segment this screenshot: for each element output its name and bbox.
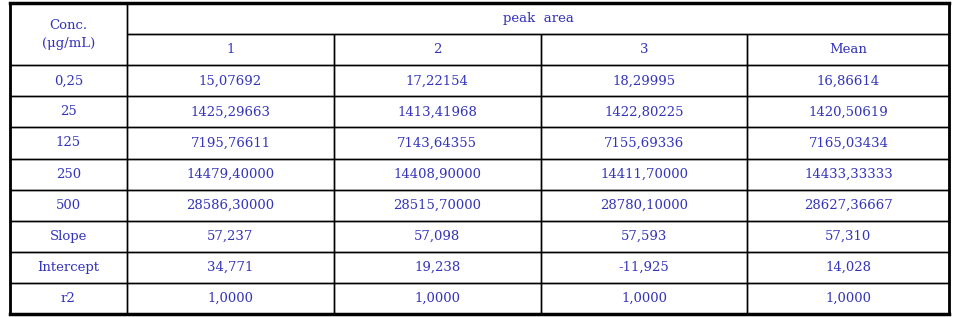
Text: 25: 25: [60, 105, 77, 119]
Text: 57,098: 57,098: [414, 230, 460, 243]
Text: 14433,33333: 14433,33333: [804, 167, 893, 181]
Text: 7143,64355: 7143,64355: [397, 136, 478, 150]
Text: 57,593: 57,593: [620, 230, 667, 243]
Text: Intercept: Intercept: [37, 261, 100, 274]
Text: 1422,80225: 1422,80225: [604, 105, 684, 119]
Text: 28627,36667: 28627,36667: [804, 198, 893, 212]
Text: 250: 250: [56, 167, 81, 181]
Text: 14479,40000: 14479,40000: [186, 167, 274, 181]
Text: 1425,29663: 1425,29663: [191, 105, 270, 119]
Text: r2: r2: [61, 292, 76, 305]
Text: 500: 500: [56, 198, 81, 212]
Text: 34,771: 34,771: [207, 261, 253, 274]
Text: -11,925: -11,925: [619, 261, 669, 274]
Text: 18,29995: 18,29995: [613, 74, 675, 87]
Text: 1,0000: 1,0000: [621, 292, 667, 305]
Text: 17,22154: 17,22154: [406, 74, 469, 87]
Text: 2: 2: [433, 43, 441, 56]
Text: 7165,03434: 7165,03434: [808, 136, 888, 150]
Text: 0,25: 0,25: [54, 74, 83, 87]
Text: 3: 3: [640, 43, 648, 56]
Text: 7195,76611: 7195,76611: [191, 136, 270, 150]
Text: 28515,70000: 28515,70000: [393, 198, 481, 212]
Text: 1,0000: 1,0000: [207, 292, 253, 305]
Text: 1,0000: 1,0000: [826, 292, 872, 305]
Text: 14,028: 14,028: [826, 261, 872, 274]
Text: Slope: Slope: [50, 230, 87, 243]
Text: Conc.
(μg/mL): Conc. (μg/mL): [41, 19, 95, 50]
Text: 28586,30000: 28586,30000: [186, 198, 274, 212]
Text: 14408,90000: 14408,90000: [393, 167, 481, 181]
Text: 28780,10000: 28780,10000: [600, 198, 688, 212]
Text: 7155,69336: 7155,69336: [604, 136, 684, 150]
Text: 1420,50619: 1420,50619: [808, 105, 888, 119]
Text: 19,238: 19,238: [414, 261, 460, 274]
Text: 14411,70000: 14411,70000: [600, 167, 688, 181]
Text: 1,0000: 1,0000: [414, 292, 460, 305]
Text: 16,86614: 16,86614: [817, 74, 880, 87]
Text: Mean: Mean: [830, 43, 867, 56]
Text: 15,07692: 15,07692: [199, 74, 262, 87]
Text: 57,310: 57,310: [826, 230, 872, 243]
Text: peak  area: peak area: [503, 12, 573, 25]
Text: 125: 125: [56, 136, 81, 150]
Text: 1413,41968: 1413,41968: [397, 105, 478, 119]
Text: 1: 1: [226, 43, 235, 56]
Text: 57,237: 57,237: [207, 230, 253, 243]
